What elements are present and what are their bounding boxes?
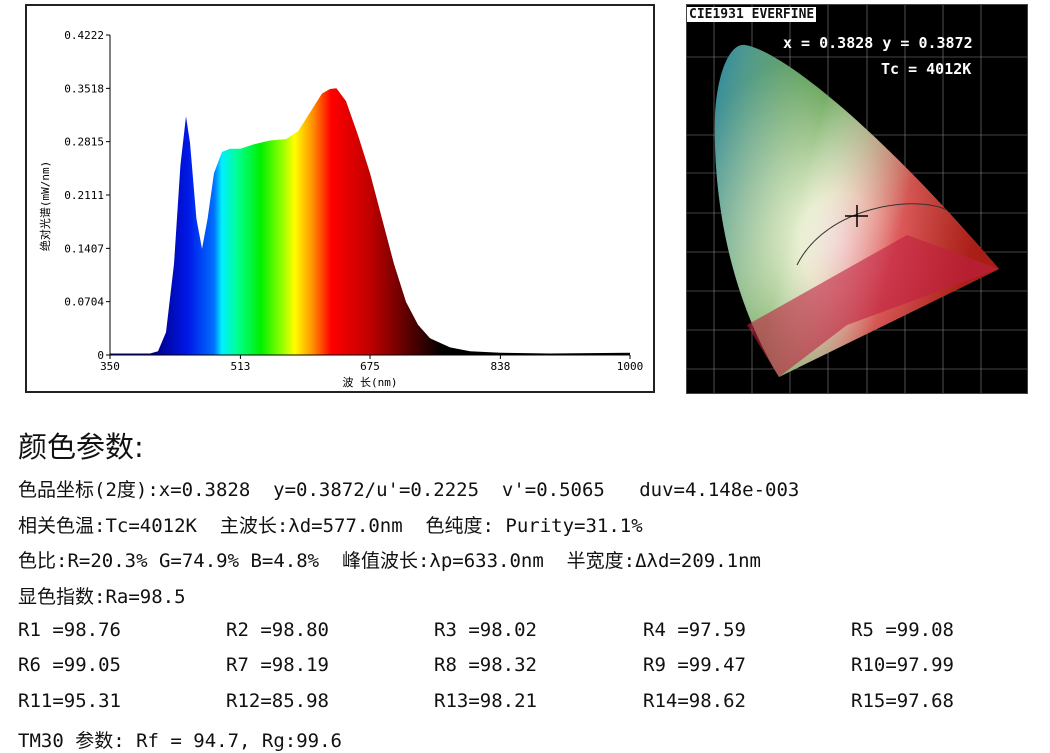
r-value: R4 =97.59 [643,619,746,641]
spectrum-area [110,88,630,355]
cie-coordinates: x = 0.3828 y = 0.3872 [783,34,973,52]
y-tick-label: 0.2815 [64,136,104,149]
r-value: R15=97.68 [851,690,954,712]
chromaticity-line: 色品坐标(2度):x=0.3828 y=0.3872/u'=0.2225 v'=… [18,479,800,501]
cct-line: 相关色温:Tc=4012K 主波长:λd=577.0nm 色纯度: Purity… [18,515,643,537]
y-tick-label: 0.4222 [64,29,104,42]
r-value: R9 =99.47 [643,654,746,676]
x-tick-label: 675 [360,360,380,373]
r-value: R6 =99.05 [18,654,121,676]
y-tick-label: 0 [97,349,104,362]
x-tick-label: 838 [490,360,510,373]
r-value: R2 =98.80 [226,619,329,641]
r-value: R8 =98.32 [434,654,537,676]
cie-label: CIE1931 EVERFINE [687,7,817,22]
r-value: R11=95.31 [18,690,121,712]
r-value: R14=98.62 [643,690,746,712]
y-axis-label: 绝对光谱(mW/nm) [38,161,52,251]
y-tick-label: 0.0704 [64,296,104,309]
cie-cct: Tc = 4012K [881,60,972,78]
y-tick-label: 0.3518 [64,82,104,95]
x-tick-label: 350 [100,360,120,373]
r-value: R10=97.99 [851,654,954,676]
section-title: 颜色参数: [18,430,144,464]
r-value: R13=98.21 [434,690,537,712]
cri-line: 显色指数:Ra=98.5 [18,586,186,608]
y-tick-label: 0.2111 [64,189,104,202]
r-value: R1 =98.76 [18,619,121,641]
spectrum-chart: 绝对光谱(mW/nm) 波 长(nm) 0 0.0704 0.1407 0.2111 0… [25,4,655,393]
x-tick-label: 513 [230,360,250,373]
tm30-line: TM30 参数: Rf = 94.7, Rg:99.6 [18,730,342,752]
cie1931-diagram: CIE1931 EVERFINE x = 0.3828 y = 0.3872 T… [686,4,1028,394]
y-tick-label: 0.1407 [64,242,104,255]
r-value: R12=85.98 [226,690,329,712]
r-value: R7 =98.19 [226,654,329,676]
r-value: R3 =98.02 [434,619,537,641]
crosshair-marker [845,205,868,227]
x-tick-label: 1000 [617,360,644,373]
color-ratio-line: 色比:R=20.3% G=74.9% B=4.8% 峰值波长:λp=633.0n… [18,550,761,572]
r-value: R5 =99.08 [851,619,954,641]
x-axis-label: 波 长(nm) [342,376,397,389]
